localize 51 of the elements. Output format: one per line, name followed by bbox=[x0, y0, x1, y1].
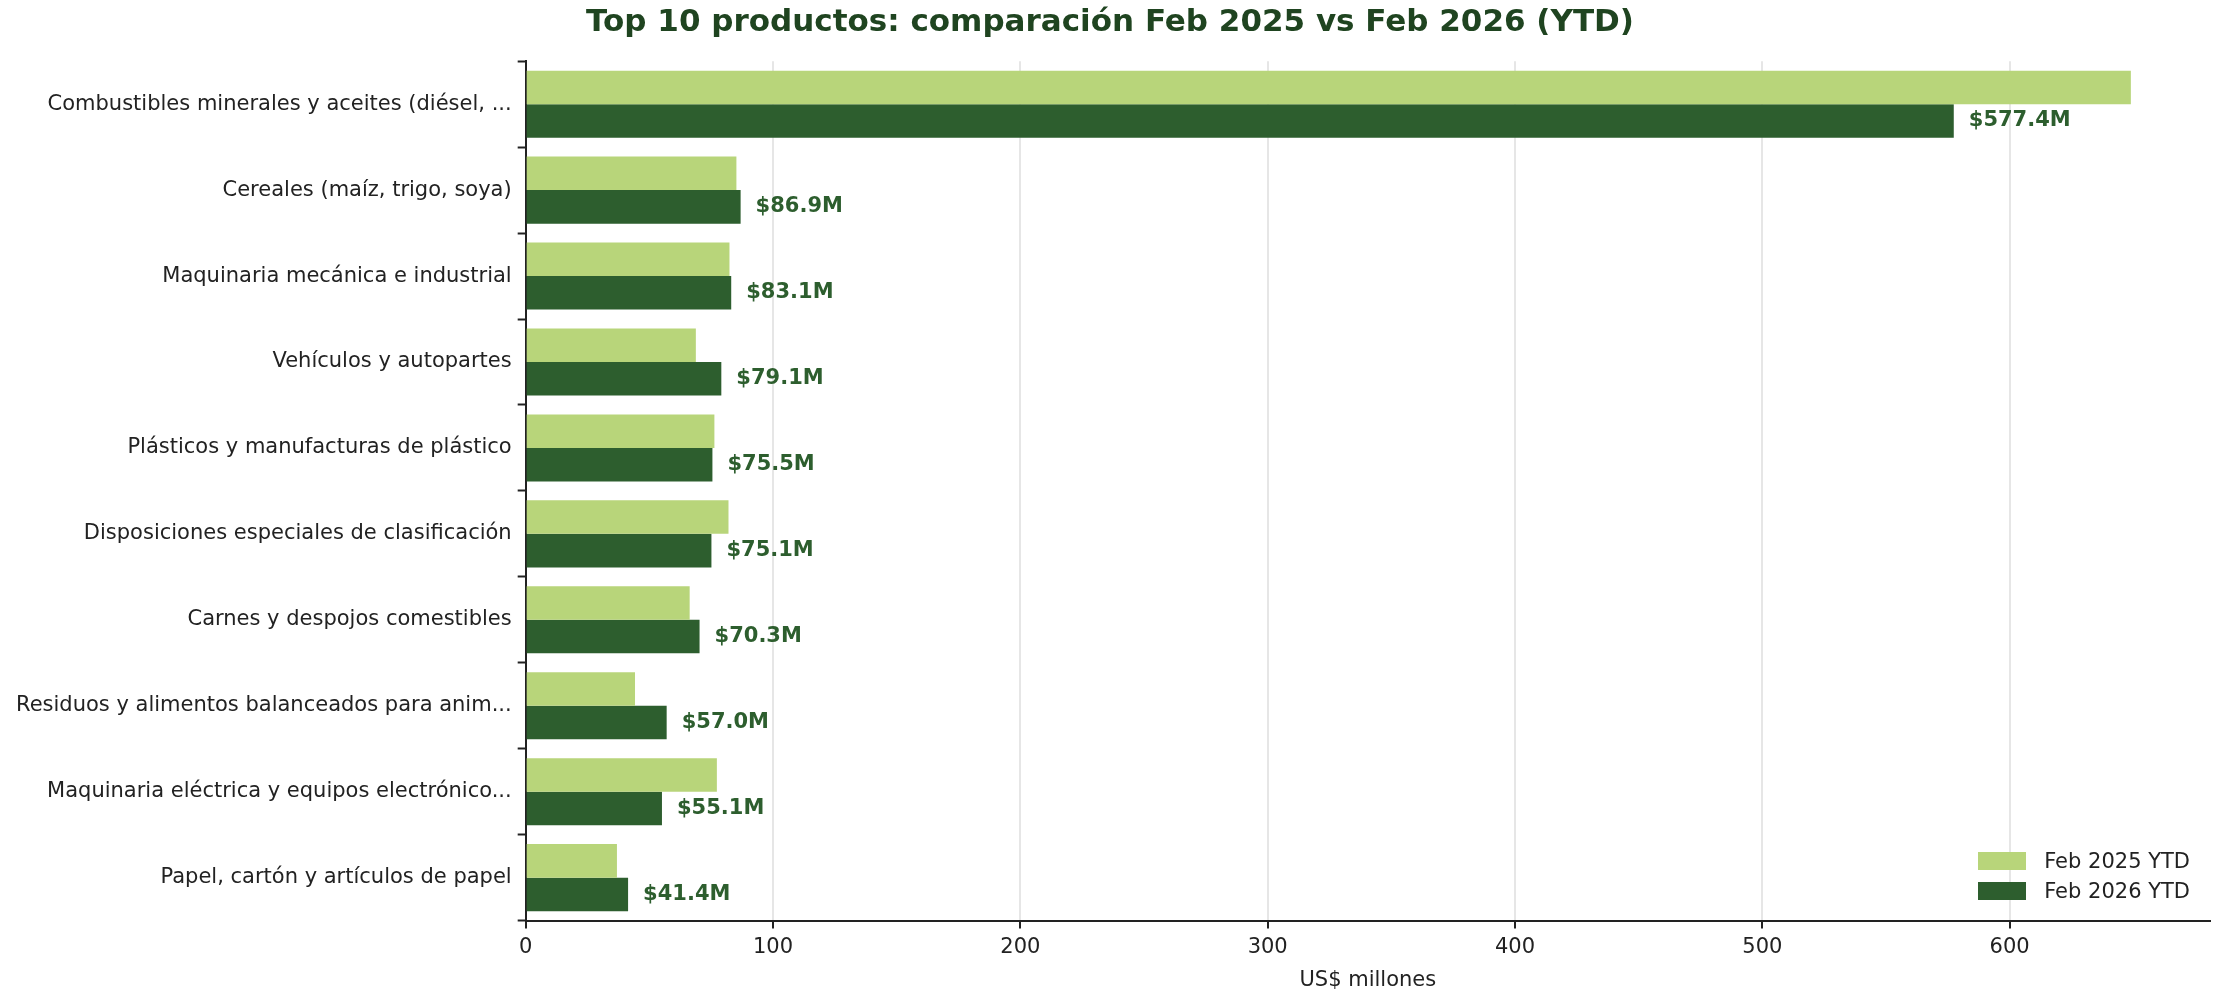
y-tick-label: Vehículos y autopartes bbox=[272, 348, 512, 373]
data-label: $70.3M bbox=[714, 623, 802, 648]
y-tick-label: Papel, cartón y artículos de papel bbox=[160, 864, 512, 889]
legend-label: Feb 2025 YTD bbox=[2044, 848, 2190, 873]
x-tick-label: 100 bbox=[752, 933, 794, 958]
x-tick-label: 200 bbox=[1000, 933, 1041, 958]
bar bbox=[526, 104, 1954, 138]
bar bbox=[526, 414, 715, 448]
data-label: $83.1M bbox=[746, 279, 834, 304]
data-label: $41.4M bbox=[643, 880, 731, 905]
y-tick-label: Maquinaria eléctrica y equipos electrónico... bbox=[47, 778, 512, 803]
data-label: $75.5M bbox=[727, 451, 815, 476]
y-tick-label: Combustibles minerales y aceites (diésel, ... bbox=[47, 90, 512, 115]
bar bbox=[526, 242, 730, 277]
x-tick-label: 300 bbox=[1247, 933, 1288, 958]
x-tick-label: 600 bbox=[1989, 933, 2030, 958]
chart-title: Top 10 productos: comparación Feb 2025 vs Feb 2026 (YTD) bbox=[586, 1, 1634, 38]
x-tick-label: 0 bbox=[519, 933, 533, 958]
bar bbox=[526, 619, 700, 654]
bar bbox=[526, 705, 667, 740]
bar bbox=[526, 758, 717, 792]
bar bbox=[526, 877, 629, 912]
legend-label: Feb 2026 YTD bbox=[2044, 878, 2190, 903]
bar bbox=[526, 672, 635, 706]
data-label: $57.0M bbox=[681, 708, 769, 733]
data-label: $79.1M bbox=[736, 365, 824, 390]
y-tick-label: Cereales (maíz, trigo, soya) bbox=[222, 176, 512, 201]
bar bbox=[526, 156, 737, 191]
y-tick-label: Plásticos y manufacturas de plástico bbox=[127, 434, 512, 459]
y-tick-label: Carnes y despojos comestibles bbox=[187, 606, 512, 631]
data-label: $86.9M bbox=[755, 193, 843, 218]
data-label: $55.1M bbox=[676, 794, 765, 819]
data-label: $577.4M bbox=[1968, 107, 2071, 132]
x-axis-title: US$ millones bbox=[1299, 966, 1437, 991]
bar bbox=[526, 328, 696, 362]
data-label: $75.1M bbox=[726, 537, 814, 562]
bar bbox=[526, 586, 690, 620]
x-tick-label: 500 bbox=[1742, 933, 1783, 958]
bar bbox=[526, 500, 729, 534]
bar bbox=[526, 70, 2131, 105]
bar bbox=[526, 447, 713, 482]
bar bbox=[526, 361, 722, 396]
bar bbox=[526, 533, 712, 568]
y-tick-label: Disposiciones especiales de clasificación bbox=[83, 520, 512, 545]
bar bbox=[526, 791, 662, 826]
bar bbox=[526, 190, 741, 224]
y-tick-label: Residuos y alimentos balanceados para anim... bbox=[16, 692, 512, 717]
bar bbox=[526, 276, 732, 310]
y-tick-label: Maquinaria mecánica e industrial bbox=[162, 262, 512, 287]
bar bbox=[526, 844, 617, 878]
x-tick-label: 400 bbox=[1494, 933, 1536, 958]
